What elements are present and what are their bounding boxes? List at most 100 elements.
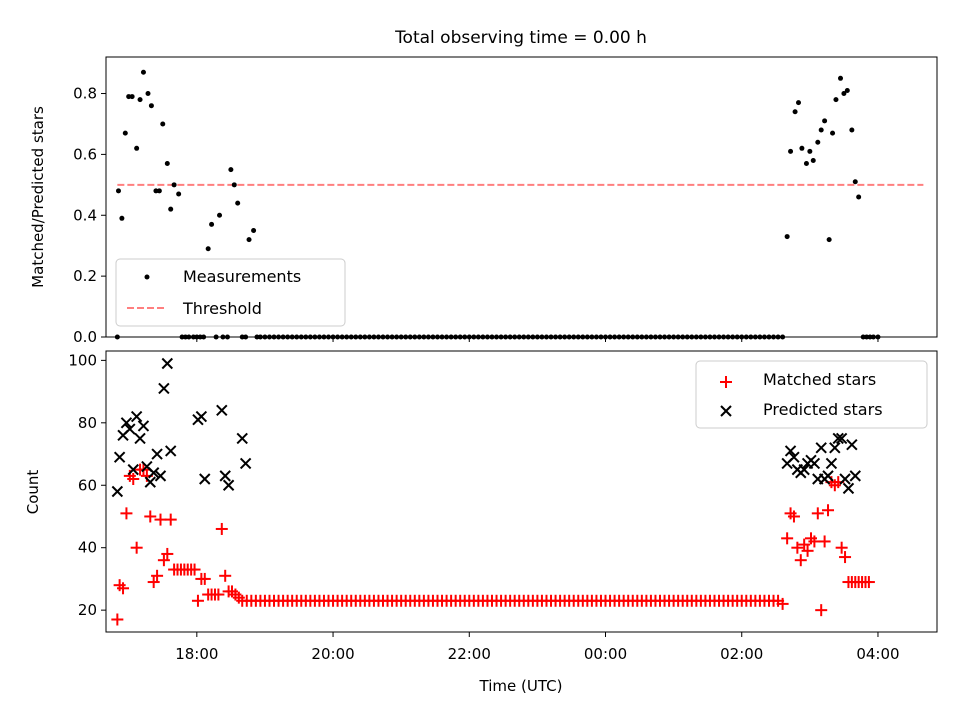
x-tick-label: 20:00 [311, 645, 354, 663]
matched-star-point [215, 522, 228, 535]
measurement-point [122, 130, 128, 136]
legend-matched-label: Matched stars [763, 370, 876, 389]
matched-star-point [791, 541, 804, 554]
x-tick-label: 22:00 [448, 645, 491, 663]
matched-star-point [127, 473, 140, 486]
matched-star-point [776, 597, 789, 610]
measurement-point [784, 234, 790, 240]
legend-measurements-label: Measurements [183, 267, 301, 286]
measurement-point [176, 191, 182, 197]
bottom-y-tick-label: 60 [78, 476, 97, 494]
predicted-star-point [239, 457, 252, 470]
matched-star-point [147, 576, 160, 589]
bottom-axes-frame [105, 350, 938, 633]
x-tick-label: 18:00 [175, 645, 218, 663]
top-y-tick-label: 0.6 [73, 145, 97, 163]
predicted-star-point [216, 404, 228, 417]
top-axes-layer: 0.0 0.2 0.4 0.6 0.8 [73, 85, 879, 346]
predicted-star-point [832, 432, 844, 445]
matched-star-point [811, 507, 824, 520]
measurement-point [807, 148, 813, 154]
measurement-point [852, 179, 858, 185]
predicted-star-point [798, 463, 810, 476]
matched-star-point [787, 510, 800, 523]
measurement-point [803, 161, 809, 167]
measurement-point [228, 167, 234, 173]
predicted-star-point [158, 382, 170, 395]
top-y-tick-label: 0.8 [73, 85, 97, 103]
measurement-point [217, 212, 223, 218]
matched-star-point [120, 507, 133, 520]
measurement-point [826, 237, 832, 243]
bottom-y-tick-label: 100 [68, 351, 97, 369]
measurement-point [205, 246, 211, 252]
matched-star-point [839, 551, 852, 564]
predicted-star-point [788, 451, 800, 463]
predicted-star-point [154, 470, 167, 482]
predicted-star-point [130, 410, 143, 423]
predicted-star-point [808, 457, 821, 470]
matched-star-point [157, 554, 170, 567]
measurement-point [137, 97, 143, 103]
matched-star-point [154, 513, 167, 526]
measurement-point [231, 182, 237, 188]
measurement-point [251, 227, 257, 233]
predicted-star-point [815, 442, 827, 454]
measurement-point [849, 127, 855, 133]
matched-star-point [219, 569, 232, 582]
matched-star-point [822, 504, 835, 517]
matched-star-point [144, 510, 157, 523]
predicted-star-point [195, 410, 208, 423]
x-axis-label: Time (UTC) [479, 677, 563, 695]
bottom-y-tick-label: 20 [78, 601, 97, 619]
predicted-star-point [161, 357, 174, 370]
matched-star-point [815, 604, 828, 617]
predicted-star-point [127, 463, 139, 476]
predicted-star-point [199, 473, 211, 485]
predicted-star-point [825, 457, 838, 470]
bottom-y-tick-label: 80 [78, 414, 97, 432]
x-tick-label: 02:00 [720, 645, 763, 663]
measurement-point [129, 94, 135, 100]
matched-star-point [117, 582, 130, 595]
top-y-tick-label: 0.4 [73, 206, 97, 224]
predicted-star-point [134, 432, 146, 445]
measurement-point [134, 145, 140, 151]
bottom-y-axis-label: Count [24, 470, 42, 515]
measurement-point [246, 237, 252, 243]
legend-threshold-label: Threshold [182, 299, 262, 318]
predicted-star-point [137, 420, 150, 432]
top-plot-marks [114, 69, 924, 340]
legend-predicted-label: Predicted stars [763, 400, 883, 419]
measurement-point [810, 157, 816, 163]
measurement-point [822, 118, 828, 124]
bottom-panel: 20 40 60 80 100 18:00 20:00 22:00 00:00 02:00 04:0… [24, 350, 938, 695]
top-panel: Total observing time = 0.00 h 0.00.20.40… [29, 28, 938, 346]
matched-star-point [198, 572, 211, 585]
matched-star-point [161, 547, 174, 560]
measurement-point [799, 145, 805, 151]
predicted-star-point [849, 470, 861, 482]
bottom-legend: Matched stars Predicted stars [695, 360, 928, 429]
predicted-star-point [120, 417, 133, 429]
predicted-star-point [165, 445, 177, 457]
predicted-star-point [842, 482, 855, 495]
bottom-legend-box [695, 360, 928, 429]
top-legend: Measurements Threshold [115, 258, 346, 327]
predicted-star-point [784, 445, 797, 457]
x-tick-label: 00:00 [584, 645, 627, 663]
measurement-point [209, 221, 215, 227]
predicted-star-point [846, 438, 858, 451]
bottom-axes-layer: 20 40 60 80 100 18:00 20:00 22:00 00:00 02:00 04:0… [68, 351, 899, 663]
x-tick-label: 04:00 [856, 645, 899, 663]
matched-star-point [781, 532, 794, 545]
top-y-axis-label: Matched/Predicted stars [29, 106, 47, 288]
matched-star-point [164, 513, 177, 526]
top-chart-title: Total observing time = 0.00 h [394, 28, 647, 48]
measurement-point [160, 121, 166, 127]
predicted-star-point [822, 470, 834, 482]
measurement-point [818, 127, 824, 133]
predicted-star-point [147, 467, 160, 479]
measurement-point [841, 91, 847, 97]
top-y-tick-label: 0.0 [73, 328, 97, 346]
